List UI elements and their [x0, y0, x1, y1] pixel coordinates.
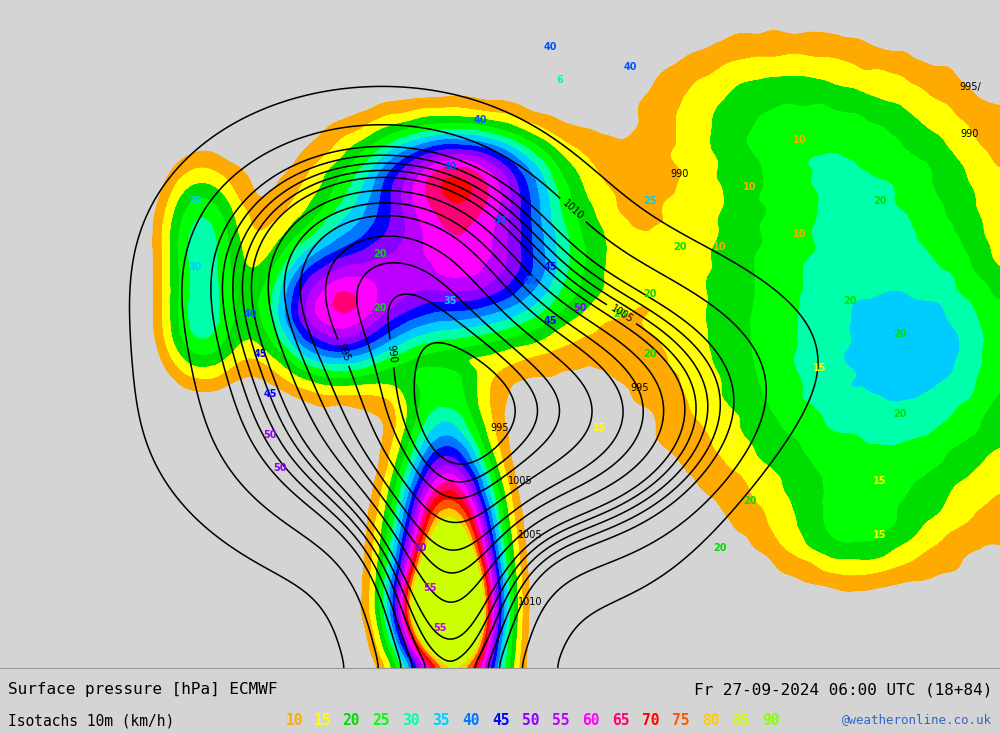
- Text: 20: 20: [673, 243, 687, 252]
- Text: 990: 990: [961, 129, 979, 139]
- Text: 35: 35: [432, 713, 450, 729]
- Text: 40: 40: [462, 713, 480, 729]
- Text: 40: 40: [243, 309, 257, 319]
- Text: 20: 20: [713, 543, 727, 553]
- Text: 30: 30: [188, 262, 202, 273]
- Text: 10: 10: [743, 183, 757, 192]
- Text: 1010: 1010: [518, 597, 542, 607]
- Text: 995: 995: [631, 383, 649, 393]
- Text: 15: 15: [673, 296, 687, 306]
- Text: 15: 15: [873, 530, 887, 539]
- Text: 20: 20: [893, 329, 907, 339]
- Text: 1005: 1005: [508, 476, 532, 486]
- Text: 55: 55: [423, 583, 437, 593]
- Text: 60: 60: [582, 713, 600, 729]
- Text: 50: 50: [573, 303, 587, 312]
- Text: 995: 995: [491, 423, 509, 433]
- Text: Isotachs 10m (km/h): Isotachs 10m (km/h): [8, 713, 174, 729]
- Text: 10: 10: [713, 243, 727, 252]
- Text: 35: 35: [443, 296, 457, 306]
- Text: 30: 30: [402, 713, 420, 729]
- Text: 45: 45: [253, 350, 267, 359]
- Text: 50: 50: [273, 463, 287, 473]
- Text: 1010: 1010: [561, 198, 585, 222]
- Text: 45: 45: [263, 389, 277, 399]
- Text: 20: 20: [893, 410, 907, 419]
- Text: 15: 15: [593, 423, 607, 433]
- Text: @weatheronline.co.uk: @weatheronline.co.uk: [842, 713, 992, 726]
- Text: 995/: 995/: [959, 82, 981, 92]
- Text: 1005: 1005: [518, 530, 542, 539]
- Text: 20: 20: [873, 196, 887, 205]
- Text: 50: 50: [522, 713, 540, 729]
- Text: 25: 25: [372, 713, 390, 729]
- Text: 20: 20: [643, 289, 657, 299]
- Text: 20: 20: [373, 249, 387, 259]
- Text: 25: 25: [188, 196, 202, 205]
- Text: 15: 15: [873, 476, 887, 486]
- Text: 55: 55: [552, 713, 570, 729]
- Text: 10: 10: [793, 136, 807, 145]
- Text: 25: 25: [643, 196, 657, 205]
- Text: 50: 50: [263, 430, 277, 440]
- Text: 40: 40: [443, 162, 457, 172]
- Text: 20: 20: [613, 309, 627, 319]
- Text: 40: 40: [543, 42, 557, 52]
- Text: 90: 90: [762, 713, 780, 729]
- Text: 990: 990: [386, 344, 398, 363]
- Text: 15: 15: [314, 713, 332, 729]
- Text: 10: 10: [286, 713, 304, 729]
- Text: Fr 27-09-2024 06:00 UTC (18+84): Fr 27-09-2024 06:00 UTC (18+84): [694, 682, 992, 697]
- Text: Surface pressure [hPa] ECMWF: Surface pressure [hPa] ECMWF: [8, 682, 278, 697]
- Text: 10: 10: [793, 229, 807, 239]
- Text: 85: 85: [732, 713, 750, 729]
- Text: 80: 80: [702, 713, 720, 729]
- Text: 45: 45: [492, 713, 510, 729]
- Text: 50: 50: [413, 543, 427, 553]
- Text: 20: 20: [373, 303, 387, 312]
- Text: 70: 70: [642, 713, 660, 729]
- Text: 55: 55: [433, 623, 447, 633]
- Text: 15: 15: [813, 363, 827, 372]
- Text: 75: 75: [672, 713, 690, 729]
- Text: 20: 20: [342, 713, 360, 729]
- Text: 990: 990: [671, 169, 689, 179]
- Text: 45: 45: [543, 262, 557, 273]
- Text: 45: 45: [543, 316, 557, 326]
- Text: 65: 65: [612, 713, 630, 729]
- Text: 40: 40: [523, 276, 537, 286]
- Text: 40: 40: [473, 115, 487, 125]
- Text: 40: 40: [493, 216, 507, 226]
- Text: 6: 6: [557, 75, 563, 85]
- Text: 20: 20: [643, 350, 657, 359]
- Text: 40: 40: [623, 62, 637, 72]
- Text: 995: 995: [335, 342, 351, 363]
- Text: 20: 20: [743, 496, 757, 507]
- Text: 20: 20: [843, 296, 857, 306]
- Text: 1005: 1005: [608, 303, 635, 325]
